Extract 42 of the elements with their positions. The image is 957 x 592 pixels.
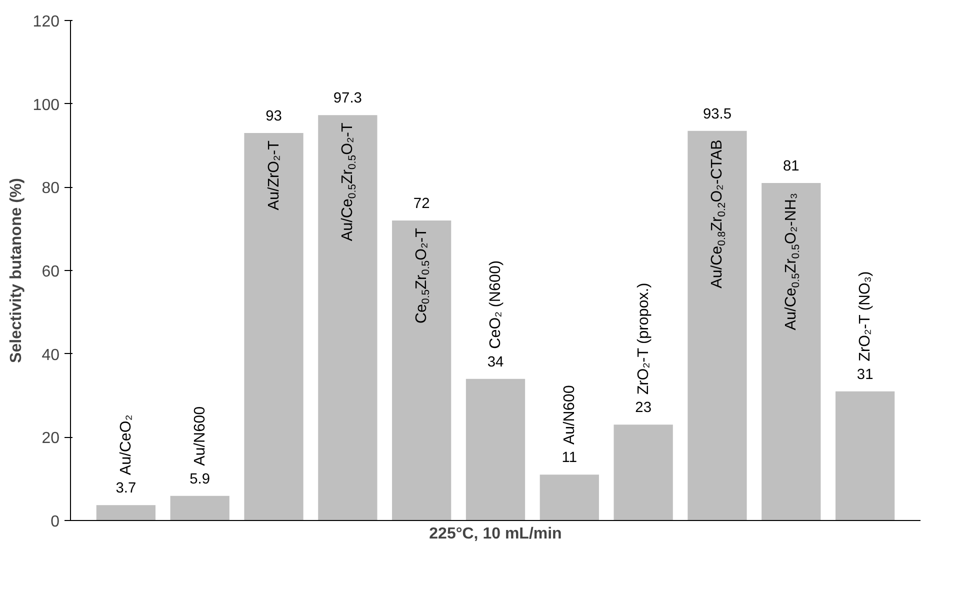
y-tick-label: 100 [32,96,60,114]
y-tick-label: 20 [42,430,60,448]
x-tick-label: CeO₂ (N600) [487,260,504,349]
data-label: 93.5 [702,106,732,122]
data-label: 31 [856,366,874,383]
x-tick-label: Au/CeO₂ [117,414,134,476]
bar [392,220,452,520]
y-tick-label: 80 [42,180,60,198]
x-tick-label: ZrO₂-T (propox.) [634,282,652,395]
data-label: 97.3 [333,90,362,107]
data-label: 11 [562,450,578,466]
bar [96,505,156,520]
x-tick-label: Ce0.5Zr0.5O₂-T [413,228,432,324]
x-tick-label: Au/ZrO₂-T [265,140,282,210]
y-tick-label: 120 [32,14,60,30]
bar [762,183,821,520]
bar [688,130,747,520]
bar [170,496,230,520]
bar [614,424,673,520]
y-tick-label: 0 [50,514,60,530]
x-tick-label: Au/Ce0.8Zr0.2O₂-CTAB [708,140,728,288]
data-label: 93 [266,108,282,124]
x-axis-title: 225°C, 10 mL/min [429,526,562,542]
bar [836,391,895,520]
data-label: 34 [487,354,504,370]
x-tick-label: ZrO₂-T (NO₃) [856,271,874,362]
data-label: 23 [635,400,652,416]
y-axis-title: Selectivity butanone (%) [8,178,25,363]
bar [318,115,378,520]
x-tick-label: Au/Ce0.5Zr0.5O₂-T [339,122,358,242]
data-label: 81 [783,158,800,174]
bar [244,133,304,520]
data-label: 3.7 [116,480,136,497]
bar [540,474,599,520]
y-tick-label: 60 [42,264,60,280]
data-label: 72 [413,196,430,212]
y-tick-label: 40 [42,346,60,364]
data-label: 5.9 [190,471,210,488]
bar [466,378,526,520]
x-tick-label: Au/N600 [560,385,578,445]
x-tick-label: Au/Ce0.5Zr0.5O₂-NH₃ [782,192,802,330]
x-tick-label: Au/N600 [191,406,208,466]
